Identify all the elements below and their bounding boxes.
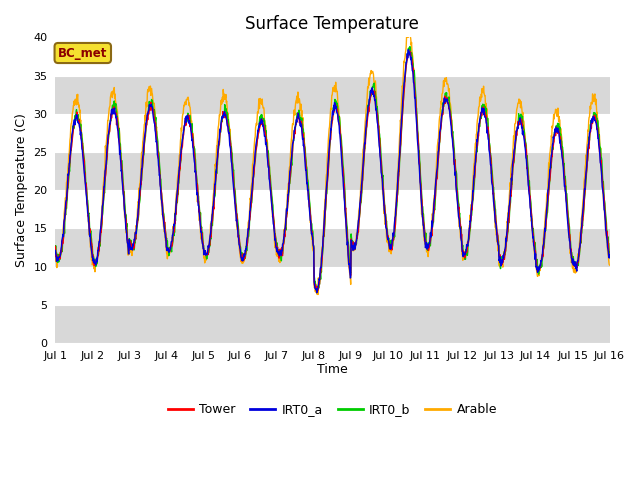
Bar bbox=[55, 228, 609, 266]
Arable bbox=[419, 224, 427, 229]
Y-axis label: Surface Temperature (C): Surface Temperature (C) bbox=[15, 113, 28, 267]
Arable bbox=[51, 255, 59, 261]
Bar bbox=[55, 305, 609, 343]
IRT0_a bbox=[404, 47, 412, 53]
Title: Surface Temperature: Surface Temperature bbox=[246, 15, 419, 33]
Line: IRT0_b: IRT0_b bbox=[55, 47, 609, 291]
IRT0_a bbox=[419, 222, 427, 228]
Arable bbox=[492, 224, 499, 230]
Tower bbox=[161, 227, 169, 233]
IRT0_a bbox=[175, 173, 182, 179]
Bar bbox=[55, 266, 609, 305]
IRT0_b bbox=[605, 250, 613, 255]
Arable bbox=[314, 292, 322, 298]
Arable bbox=[605, 262, 613, 268]
Line: Arable: Arable bbox=[55, 29, 609, 295]
Tower bbox=[175, 178, 182, 184]
Bar bbox=[55, 114, 609, 152]
Tower bbox=[51, 243, 59, 249]
IRT0_a bbox=[313, 290, 321, 296]
IRT0_a bbox=[237, 250, 244, 256]
Tower bbox=[605, 253, 613, 259]
Tower bbox=[541, 236, 548, 242]
Legend: Tower, IRT0_a, IRT0_b, Arable: Tower, IRT0_a, IRT0_b, Arable bbox=[163, 398, 502, 421]
IRT0_b bbox=[406, 44, 414, 49]
IRT0_b bbox=[51, 248, 59, 253]
IRT0_b bbox=[492, 207, 499, 213]
IRT0_a bbox=[541, 231, 548, 237]
Text: BC_met: BC_met bbox=[58, 47, 108, 60]
IRT0_a bbox=[492, 220, 499, 226]
Bar bbox=[55, 75, 609, 114]
IRT0_b bbox=[175, 180, 182, 186]
Arable bbox=[237, 255, 244, 261]
Arable bbox=[175, 166, 182, 171]
IRT0_b bbox=[419, 211, 427, 217]
Tower bbox=[314, 288, 321, 294]
IRT0_a bbox=[605, 255, 613, 261]
Tower bbox=[419, 215, 427, 220]
Tower bbox=[237, 252, 244, 257]
Tower bbox=[492, 213, 499, 218]
IRT0_b bbox=[237, 244, 244, 250]
IRT0_b bbox=[161, 223, 169, 228]
Bar bbox=[55, 190, 609, 228]
IRT0_a bbox=[161, 231, 169, 237]
Arable bbox=[541, 226, 548, 232]
Bar bbox=[55, 37, 609, 75]
IRT0_a bbox=[51, 248, 59, 253]
Line: Tower: Tower bbox=[55, 51, 609, 291]
X-axis label: Time: Time bbox=[317, 363, 348, 376]
Line: IRT0_a: IRT0_a bbox=[55, 50, 609, 293]
Bar bbox=[55, 152, 609, 190]
IRT0_b bbox=[541, 240, 548, 245]
Tower bbox=[405, 48, 413, 54]
Arable bbox=[161, 234, 169, 240]
Arable bbox=[405, 26, 413, 32]
IRT0_b bbox=[314, 288, 321, 294]
